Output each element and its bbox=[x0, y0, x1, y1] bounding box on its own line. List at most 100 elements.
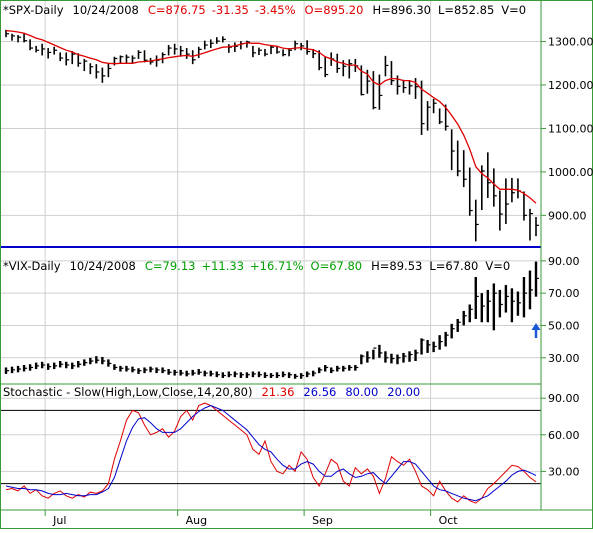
vix-price-bar bbox=[34, 362, 40, 370]
vix-price-bar bbox=[137, 368, 142, 374]
vix-price-bar bbox=[317, 367, 323, 374]
vix-price-bar bbox=[348, 365, 353, 371]
spx-price-bar bbox=[270, 45, 274, 55]
vix-price-bar bbox=[305, 371, 311, 378]
spx-price-bar bbox=[499, 190, 503, 231]
axis-layer: 1300.00 1200.00 1100.00 1000.00 900.00 90.00 7… bbox=[44, 36, 593, 527]
spx-price-bar bbox=[252, 45, 256, 58]
vix-price-bar bbox=[4, 367, 9, 374]
vix-price-bar bbox=[378, 344, 383, 358]
spx-price-bar bbox=[366, 69, 371, 94]
vix-price-bar bbox=[396, 354, 401, 365]
vix-price-bar bbox=[534, 261, 539, 297]
vix-price-bar bbox=[324, 365, 329, 372]
spx-price-bar bbox=[23, 32, 28, 43]
vix-price-bar bbox=[10, 366, 16, 374]
vix-price-bar bbox=[46, 363, 52, 370]
spx-price-bar bbox=[125, 54, 130, 63]
vix-price-bar bbox=[197, 369, 202, 375]
vix-price-bar bbox=[173, 369, 178, 376]
spx-price-bar bbox=[378, 74, 383, 110]
vix-price-bar bbox=[293, 373, 299, 379]
vix-price-bar bbox=[516, 291, 521, 316]
vix-price-bar bbox=[336, 365, 341, 372]
vix-price-bar bbox=[167, 369, 172, 375]
spx-price-bar bbox=[276, 45, 281, 54]
vix-price-bar bbox=[402, 352, 407, 363]
spx-price-bar bbox=[324, 56, 329, 78]
spx-price-bar bbox=[71, 51, 76, 65]
vix-price-bar bbox=[59, 361, 64, 368]
spx-price-bar bbox=[511, 177, 515, 203]
spx-price-bar bbox=[77, 53, 82, 67]
stochastic-tick-label: 60.00 bbox=[548, 429, 580, 442]
month-label: Sep bbox=[312, 514, 333, 527]
vix-price-bar bbox=[191, 369, 196, 376]
spx-price-bar bbox=[450, 129, 455, 171]
vix-price-bar bbox=[426, 340, 431, 353]
spx-price-bar bbox=[35, 45, 40, 53]
vix-price-bar bbox=[444, 331, 449, 347]
vix-price-bar bbox=[311, 370, 317, 377]
data-layer bbox=[1, 29, 541, 504]
spx-price-bar bbox=[408, 80, 413, 95]
spx-price-bar bbox=[29, 39, 34, 51]
month-label: Oct bbox=[439, 514, 459, 527]
spx-price-bar bbox=[523, 191, 527, 221]
vix-price-bar bbox=[28, 364, 34, 371]
spx-price-bar bbox=[493, 168, 497, 207]
spx-price-bar bbox=[191, 50, 196, 65]
vix-price-bar bbox=[125, 365, 130, 372]
vix-price-bar bbox=[95, 356, 100, 364]
vix-price-bar bbox=[257, 371, 262, 378]
spx-price-bar bbox=[318, 50, 323, 71]
spx-price-bar bbox=[167, 45, 172, 56]
spx-price-bar bbox=[83, 58, 88, 72]
spx-moving-average-line bbox=[5, 30, 537, 204]
vix-price-bar bbox=[16, 365, 22, 373]
spx-price-bar bbox=[282, 49, 287, 57]
vix-price-bar bbox=[89, 357, 94, 365]
vix-header: *VIX-Daily 10/24/2008 C=79.13 +11.33 +16.71%… bbox=[3, 259, 510, 273]
vix-price-bar bbox=[408, 351, 413, 362]
vix-price-bar bbox=[414, 349, 419, 361]
spx-price-bar bbox=[414, 78, 419, 99]
spx-price-bar bbox=[390, 61, 395, 85]
spx-header: *SPX-Daily 10/24/2008 C=876.75 -31.35 -3.45%… bbox=[3, 3, 526, 17]
vix-price-bar bbox=[215, 371, 220, 378]
vix-price-bar bbox=[107, 359, 112, 367]
vix-price-bar bbox=[179, 369, 184, 376]
spx-tick-label: 900.00 bbox=[548, 209, 587, 222]
vix-price-bar bbox=[65, 361, 70, 369]
vix-price-bar bbox=[245, 372, 250, 378]
vix-price-bar bbox=[263, 372, 268, 378]
vix-price-bar bbox=[119, 365, 124, 372]
vix-price-bar bbox=[528, 270, 533, 310]
spx-price-bar bbox=[89, 63, 94, 75]
vix-price-bar bbox=[203, 370, 208, 377]
vix-price-bar bbox=[269, 373, 274, 378]
vix-price-bar bbox=[143, 367, 148, 374]
vix-price-bar bbox=[275, 372, 281, 378]
vix-price-bar bbox=[281, 371, 287, 378]
spx-price-bar bbox=[222, 36, 226, 43]
spx-price-bar bbox=[155, 55, 160, 67]
spx-price-bar bbox=[474, 199, 479, 242]
spx-price-bar bbox=[535, 217, 539, 237]
vix-price-bar bbox=[161, 367, 166, 374]
spx-price-bar bbox=[432, 98, 437, 114]
vix-price-bar bbox=[342, 365, 347, 372]
spx-tick-label: 1300.00 bbox=[548, 36, 593, 49]
spx-price-bar bbox=[444, 104, 449, 131]
spx-price-bar bbox=[529, 208, 533, 241]
spx-price-bar bbox=[107, 63, 112, 78]
vix-tick-label: 30.00 bbox=[548, 352, 580, 365]
vix-price-bar bbox=[456, 319, 461, 332]
vix-price-bar bbox=[468, 304, 473, 323]
spx-price-bar bbox=[462, 150, 467, 188]
spx-price-bar bbox=[336, 53, 341, 73]
spx-price-bar bbox=[228, 44, 232, 53]
stochastic-tick-label: 30.00 bbox=[548, 465, 580, 478]
